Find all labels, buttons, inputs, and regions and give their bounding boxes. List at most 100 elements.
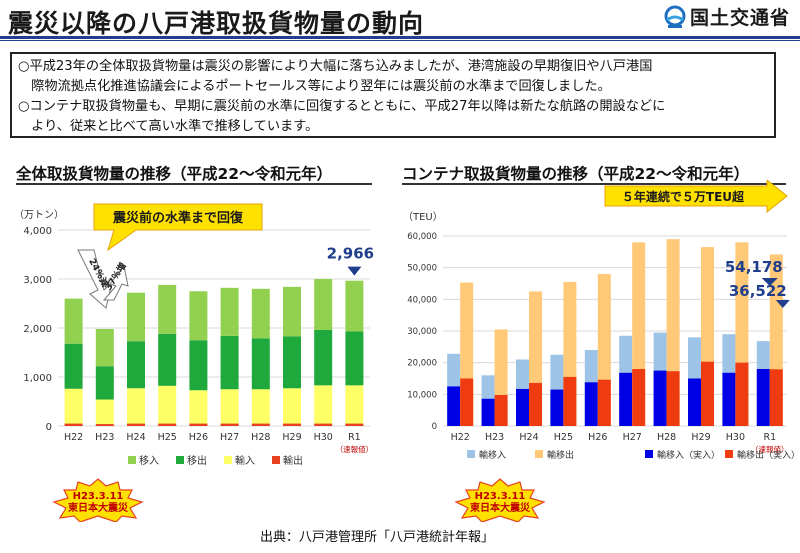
bar-import-full — [447, 386, 461, 426]
y-tick-label: 0 — [432, 422, 437, 432]
bar-import-full — [550, 389, 564, 426]
legend-label: 輸移出 — [547, 449, 574, 461]
mlit-logo-icon — [664, 5, 686, 28]
x-tick-label: H23 — [95, 432, 114, 443]
bar-segment — [189, 423, 208, 426]
legend-swatch — [272, 456, 280, 464]
bar-segment — [158, 284, 177, 334]
x-tick-label: H22 — [451, 432, 470, 443]
quake-name: 東日本大震災 — [470, 501, 531, 514]
legend-swatch — [535, 450, 543, 458]
summary-line: ○平成23年の全体取扱貨物量は震災の影響により大幅に落ち込みましたが、港湾施設の… — [18, 59, 653, 74]
x-tick-label: H25 — [158, 432, 177, 443]
bar-segment — [64, 423, 83, 426]
trend-arrow-icon — [604, 180, 788, 214]
legend-swatch — [224, 456, 232, 464]
bar-segment — [189, 291, 208, 341]
r1-full-teu: 36,522 — [729, 282, 787, 300]
bar-segment — [251, 338, 270, 390]
page-title: 震災以降の八戸港取扱貨物量の動向 — [8, 9, 425, 38]
recovery-callout — [93, 203, 263, 252]
legend-label: 輸移出（実入） — [737, 449, 800, 461]
bar-segment — [158, 423, 177, 426]
quake-badge-right: H23.3.11 東日本大震災 — [454, 478, 546, 522]
x-tick-label: H24 — [519, 432, 538, 443]
x-tick-label: H29 — [282, 432, 301, 443]
bar-segment — [127, 423, 145, 426]
bar-segment — [158, 333, 177, 386]
container-cargo-chart: （TEU） 0 10,000 20,000 30,000 40,000 50,000 60,0… — [403, 180, 800, 461]
bar-export-full — [632, 369, 646, 426]
legend-swatch — [467, 450, 475, 458]
legend-label: 輸移入（実入） — [657, 449, 720, 461]
x-tick-label: H26 — [588, 432, 607, 443]
bar-export-full — [701, 361, 714, 426]
bar-segment — [127, 388, 145, 424]
bar-segment — [251, 288, 270, 339]
bar-export-full — [460, 378, 474, 426]
x-tick-label: H22 — [64, 432, 83, 443]
title-rule-thin — [0, 40, 800, 41]
chart2-title-underline — [402, 183, 786, 185]
bar-import-full — [481, 398, 495, 426]
legend-label: 移出 — [187, 454, 207, 467]
legend-swatch — [645, 450, 653, 458]
bar-segment — [95, 366, 114, 400]
bar-import-full — [722, 372, 736, 426]
bar-segment — [64, 343, 83, 389]
y-tick-label: 30,000 — [407, 327, 437, 337]
bar-segment — [64, 388, 83, 424]
x-tick-label: H24 — [126, 432, 145, 443]
trend-label: ５年連続で５万TEU超 — [622, 189, 745, 204]
y-tick-label: 50,000 — [407, 264, 437, 274]
recovery-label: 震災前の水準まで回復 — [112, 210, 244, 226]
legend-label: 輸入 — [235, 454, 255, 467]
bar-export-full — [529, 382, 542, 426]
summary-line: より、従来と比べて高い水準で推移しています。 — [18, 119, 319, 134]
bar-segment — [220, 389, 239, 424]
summary-box: ○平成23年の全体取扱貨物量は震災の影響により大幅に落ち込みましたが、港湾施設の… — [10, 52, 776, 138]
bar-segment — [283, 388, 301, 424]
legend-label: 輸移入 — [479, 449, 506, 461]
legend-swatch — [176, 456, 184, 464]
bar-import-full — [584, 382, 598, 426]
y-tick-label: 40,000 — [407, 295, 437, 305]
legend-label: 輸出 — [283, 454, 303, 467]
bar-export-full — [563, 376, 577, 426]
total-cargo-chart: （万トン） 0 1,000 2,000 3,000 4,000 H22 H23 H24 H25 H2… — [14, 203, 374, 467]
r1-total-teu: 54,178 — [725, 258, 783, 276]
bar-segment — [345, 280, 364, 332]
bar-segment — [64, 298, 83, 344]
bar-segment — [314, 423, 333, 426]
x-tick-label: H26 — [189, 432, 208, 443]
bar-import-full — [653, 370, 667, 426]
title-rule — [0, 36, 800, 39]
r1-total-marker-icon — [761, 278, 778, 286]
chart1-title: 全体取扱貨物量の推移（平成22～令和元年） — [16, 165, 333, 183]
quake-date: H23.3.11 — [73, 491, 124, 502]
quake-date: H23.3.11 — [475, 491, 526, 502]
y-tick-label: 1,000 — [23, 373, 52, 384]
bar-segment — [251, 423, 270, 426]
bar-import-full — [516, 388, 529, 426]
bar-segment — [314, 329, 333, 386]
r1-marker-icon — [347, 266, 362, 276]
bar-segment — [95, 424, 114, 426]
bar-segment — [220, 287, 239, 336]
y-tick-label: 60,000 — [407, 232, 437, 242]
bar-segment — [127, 292, 145, 342]
preliminary-note: （速報値） — [336, 444, 374, 454]
y-tick-label: 3,000 — [23, 275, 52, 286]
bar-segment — [345, 331, 364, 386]
x-tick-label: H29 — [691, 432, 710, 443]
preliminary-note: （速報値） — [751, 444, 789, 454]
summary-line: ○コンテナ取扱貨物量も、早期に震災前の水準に回復するとともに、平成27年以降は新… — [18, 99, 666, 114]
bar-export-full — [666, 371, 680, 426]
x-tick-label: R1 — [348, 432, 361, 443]
bar-segment — [283, 423, 301, 426]
bar-segment — [95, 399, 114, 425]
bar-export-full — [494, 394, 508, 426]
bar-segment — [251, 389, 270, 424]
bar-export-full — [597, 379, 611, 426]
chart1-title-underline — [16, 183, 372, 185]
